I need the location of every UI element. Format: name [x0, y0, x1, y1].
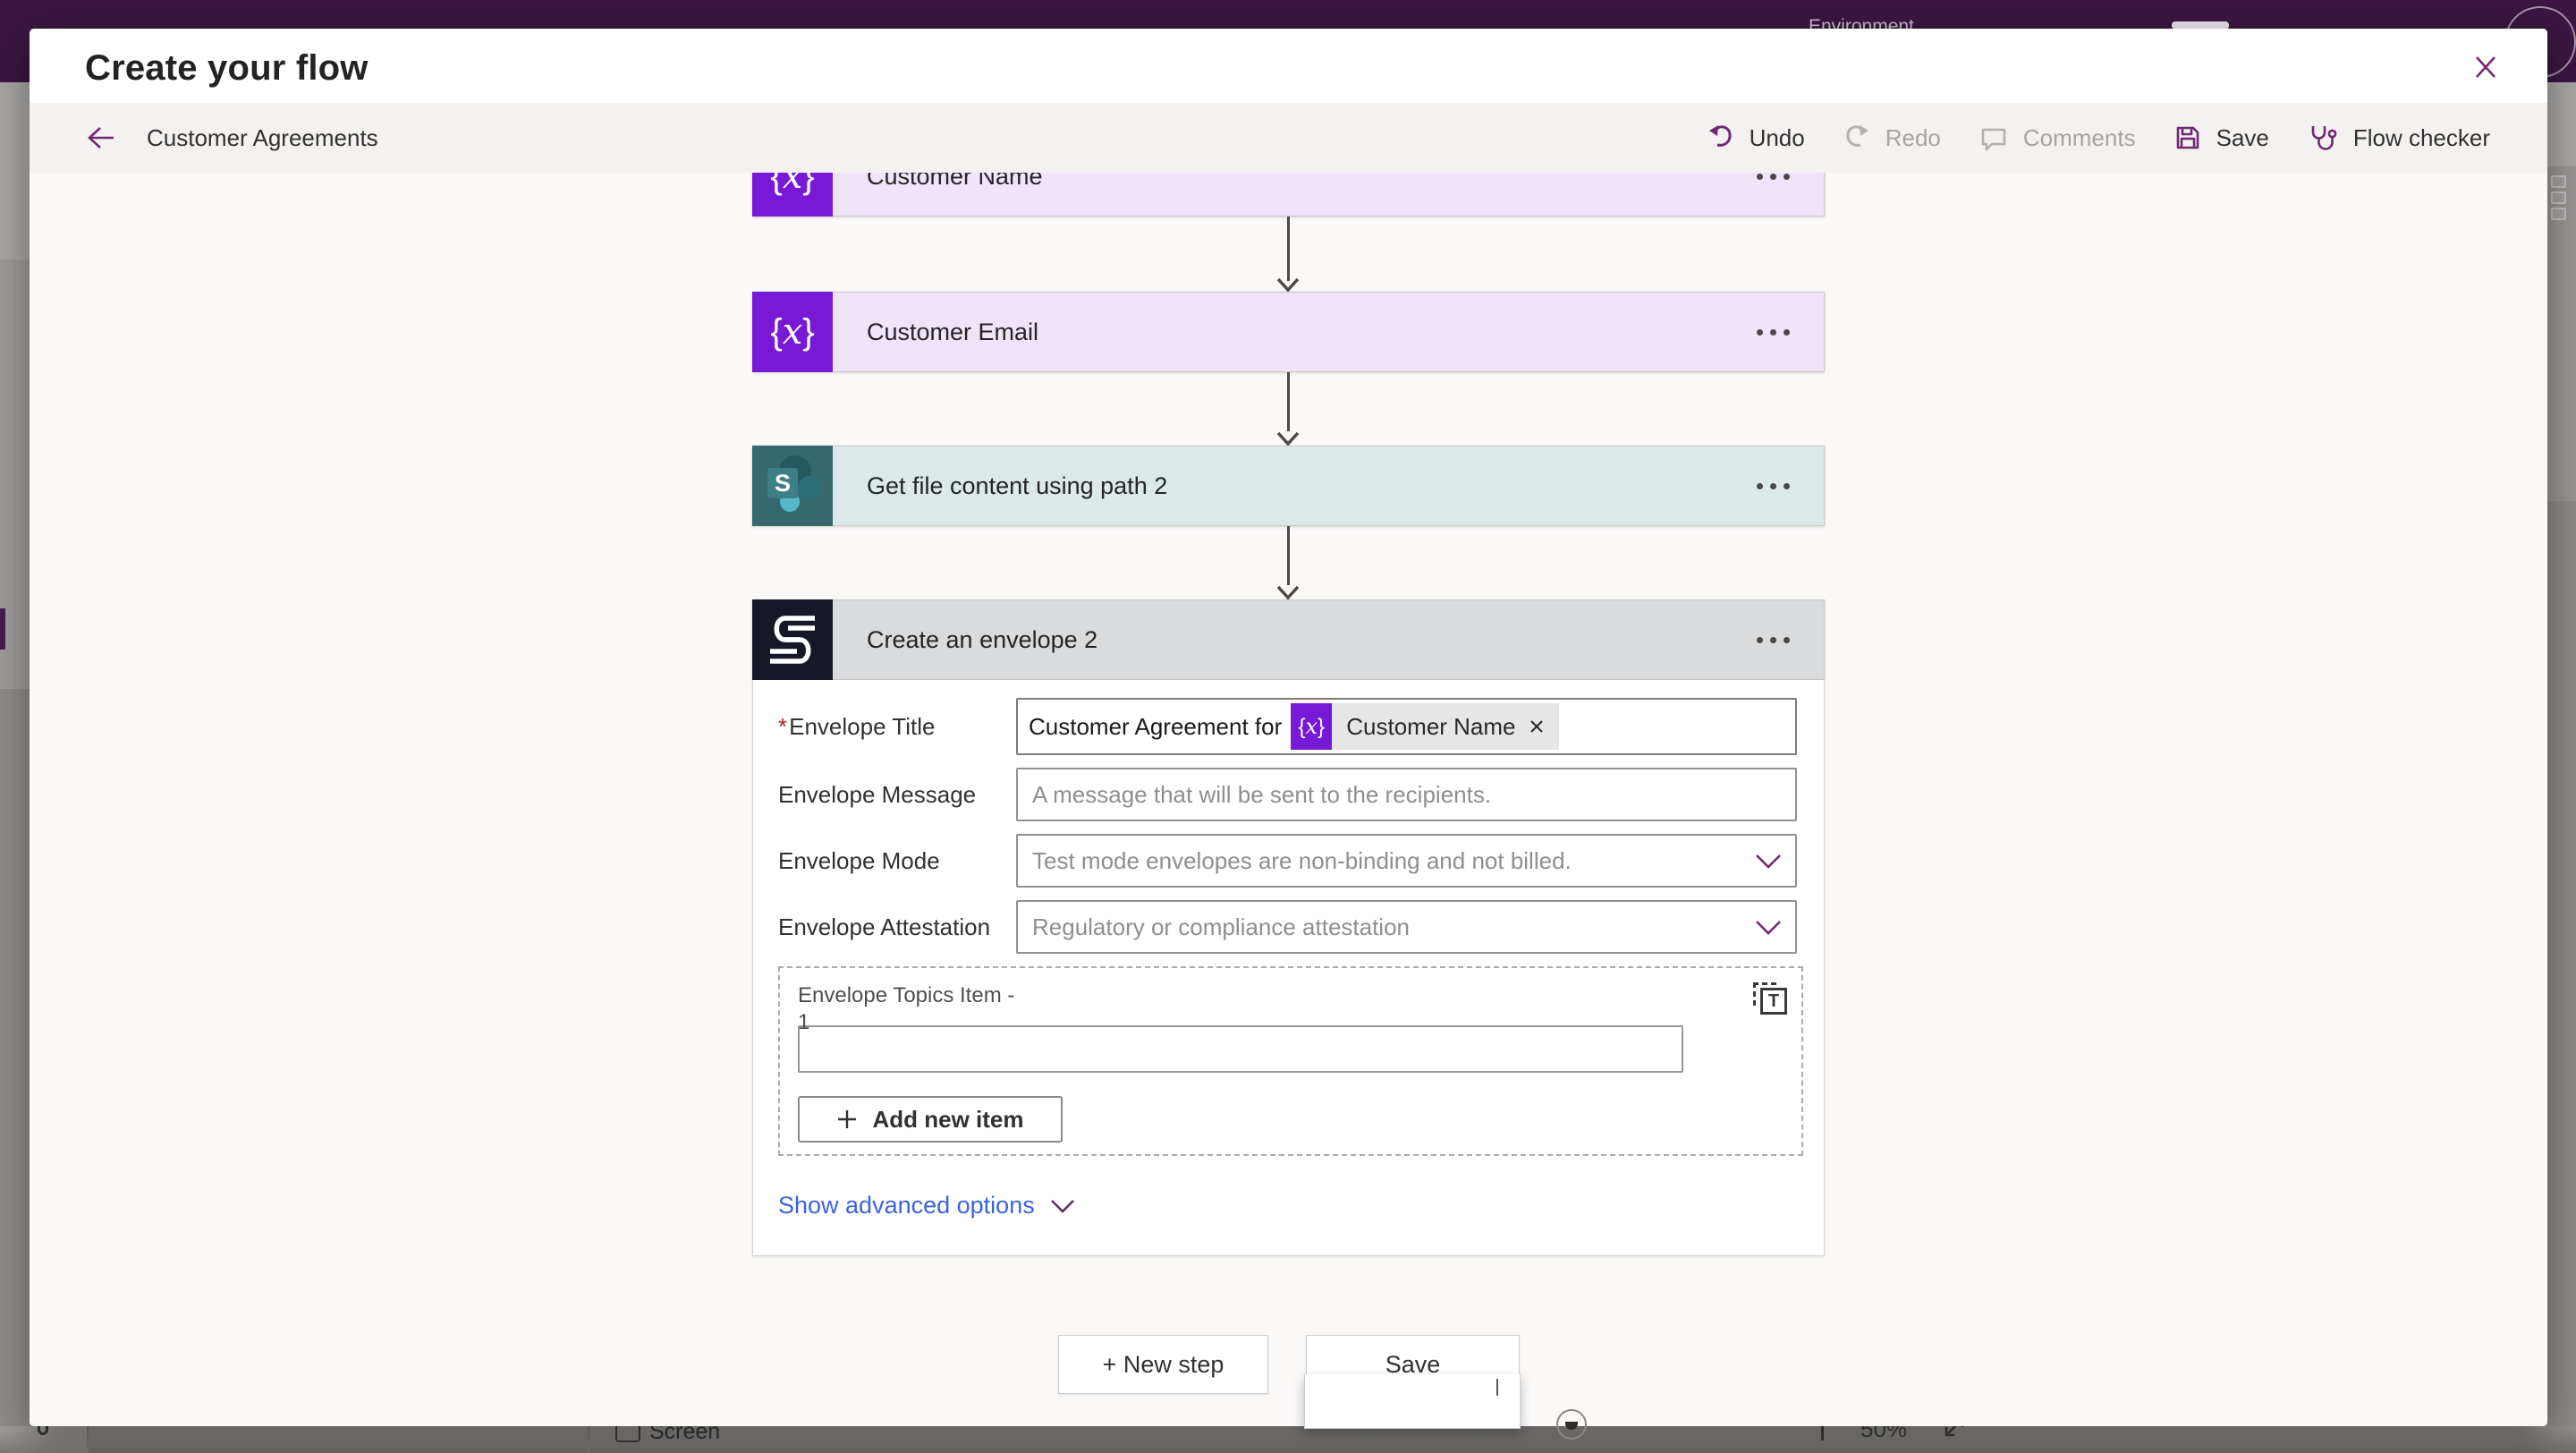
- new-step-button[interactable]: + New step: [1058, 1335, 1268, 1394]
- background-right-strip: [2547, 82, 2576, 1453]
- more-actions-button[interactable]: [1757, 482, 1790, 489]
- remove-token-icon[interactable]: [1529, 718, 1545, 735]
- variable-fx-icon: {x}: [752, 173, 833, 217]
- connector-line: [1287, 372, 1290, 431]
- text-mode-toggle-icon[interactable]: T: [1753, 982, 1787, 1015]
- device-preview-button[interactable]: [1556, 1409, 1587, 1440]
- create-flow-dialog: Create your flow Customer Agreements: [30, 29, 2547, 1426]
- topics-item-label: Envelope Topics Item - 1: [798, 983, 1015, 1034]
- variable-fx-icon: {x}: [1291, 703, 1333, 750]
- show-advanced-options-link[interactable]: Show advanced options: [778, 1192, 1824, 1219]
- sharepoint-icon: S: [752, 446, 833, 526]
- envelope-attestation-row: Envelope Attestation: [778, 900, 1824, 954]
- envelope-topics-section: T Envelope Topics Item - 1 Add new item: [778, 966, 1803, 1156]
- comments-button[interactable]: Comments: [1979, 123, 2136, 152]
- arrow-left-icon: [88, 127, 114, 149]
- envelope-title-input[interactable]: Customer Agreement for {x} Customer Name: [1016, 698, 1797, 755]
- dynamic-content-token[interactable]: {x} Customer Name: [1291, 703, 1559, 750]
- back-button[interactable]: [85, 123, 117, 152]
- flow-checker-icon: [2311, 126, 2337, 150]
- comments-label: Comments: [2022, 123, 2136, 151]
- envelope-message-label: Envelope Message: [778, 780, 977, 808]
- topics-item-input[interactable]: [798, 1025, 1683, 1073]
- zoom-slider-handle[interactable]: [1821, 1415, 1824, 1440]
- connector-arrow-icon: [1276, 585, 1300, 599]
- envelope-title-row: *Envelope Title Customer Agreement for {…: [778, 698, 1824, 755]
- close-icon[interactable]: [2470, 52, 2501, 82]
- flow-checker-button[interactable]: Flow checker: [2307, 123, 2490, 153]
- envelope-message-row: Envelope Message: [778, 768, 1824, 821]
- envelope-mode-row: Envelope Mode: [778, 834, 1824, 888]
- breadcrumb: Customer Agreements: [147, 123, 378, 151]
- dialog-title: Create your flow: [85, 48, 369, 88]
- step-title: Customer Email: [867, 318, 1039, 345]
- redo-button[interactable]: Redo: [1843, 123, 1941, 152]
- undo-label: Undo: [1749, 123, 1805, 151]
- step-customer-email[interactable]: {x} Customer Email: [752, 292, 1825, 372]
- step-title: Create an envelope 2: [867, 625, 1098, 653]
- step-title: Get file content using path 2: [867, 472, 1168, 499]
- redo-icon: [1846, 125, 1868, 147]
- envelope-message-input[interactable]: [1016, 768, 1797, 821]
- save-label: Save: [2216, 123, 2269, 151]
- connector-line: [1287, 526, 1290, 585]
- variable-fx-icon: {x}: [752, 292, 833, 372]
- add-new-item-label: Add new item: [872, 1105, 1024, 1133]
- save-icon: [2176, 126, 2199, 149]
- envelope-attestation-select[interactable]: [1016, 900, 1797, 954]
- chevron-down-icon: [1050, 1199, 1074, 1213]
- background-popup-box: [1304, 1374, 1521, 1429]
- more-actions-button[interactable]: [1757, 328, 1790, 336]
- envelope-action-card: *Envelope Title Customer Agreement for {…: [752, 680, 1825, 1256]
- background-panel-button: [2551, 175, 2566, 188]
- background-panel-button: [2551, 191, 2566, 204]
- envelope-mode-label: Envelope Mode: [778, 846, 940, 874]
- background-bottom-strip: Screen 50%: [0, 1415, 2576, 1453]
- step-title: Customer Name: [867, 173, 1043, 190]
- token-label: Customer Name: [1346, 712, 1516, 740]
- more-actions-button[interactable]: [1757, 173, 1790, 180]
- undo-button[interactable]: Undo: [1707, 123, 1805, 152]
- flow-toolbar: Customer Agreements Undo: [30, 103, 2547, 173]
- dialog-header: Create your flow: [30, 29, 2547, 103]
- required-asterisk: *: [778, 712, 788, 740]
- environment-name-sliver: [2172, 21, 2229, 30]
- toolbar-actions: Undo Redo Comments: [1707, 123, 2547, 153]
- svg-text:S: S: [775, 470, 791, 497]
- plus-icon: [838, 1110, 857, 1128]
- chevron-down-icon: [1565, 1422, 1578, 1430]
- background-left-rail-selection: [0, 608, 5, 650]
- docusign-icon: [752, 599, 833, 680]
- save-button[interactable]: Save: [2174, 123, 2269, 152]
- envelope-mode-select[interactable]: [1016, 834, 1797, 888]
- connector-arrow-icon: [1276, 431, 1300, 446]
- connector-line: [1287, 217, 1290, 281]
- comments-icon: [1981, 128, 2006, 151]
- flow-canvas[interactable]: {x} Customer Name {x} Customer Email: [30, 173, 2547, 1426]
- background-clipped-icon: [38, 1423, 48, 1435]
- flow-checker-label: Flow checker: [2352, 123, 2490, 151]
- envelope-attestation-label: Envelope Attestation: [778, 913, 991, 940]
- step-customer-name[interactable]: {x} Customer Name: [752, 173, 1825, 217]
- add-new-item-button[interactable]: Add new item: [798, 1096, 1063, 1143]
- step-create-envelope[interactable]: Create an envelope 2: [752, 599, 1825, 680]
- more-actions-button[interactable]: [1757, 636, 1790, 643]
- envelope-title-label: *Envelope Title: [778, 712, 936, 740]
- redo-label: Redo: [1885, 123, 1941, 151]
- undo-icon: [1708, 125, 1732, 147]
- background-left-strip: [0, 82, 30, 1453]
- text-cursor: [1496, 1379, 1498, 1396]
- background-panel-button: [2551, 208, 2566, 220]
- step-get-file-content[interactable]: S Get file content using path 2: [752, 446, 1825, 526]
- connector-arrow-icon: [1276, 277, 1300, 292]
